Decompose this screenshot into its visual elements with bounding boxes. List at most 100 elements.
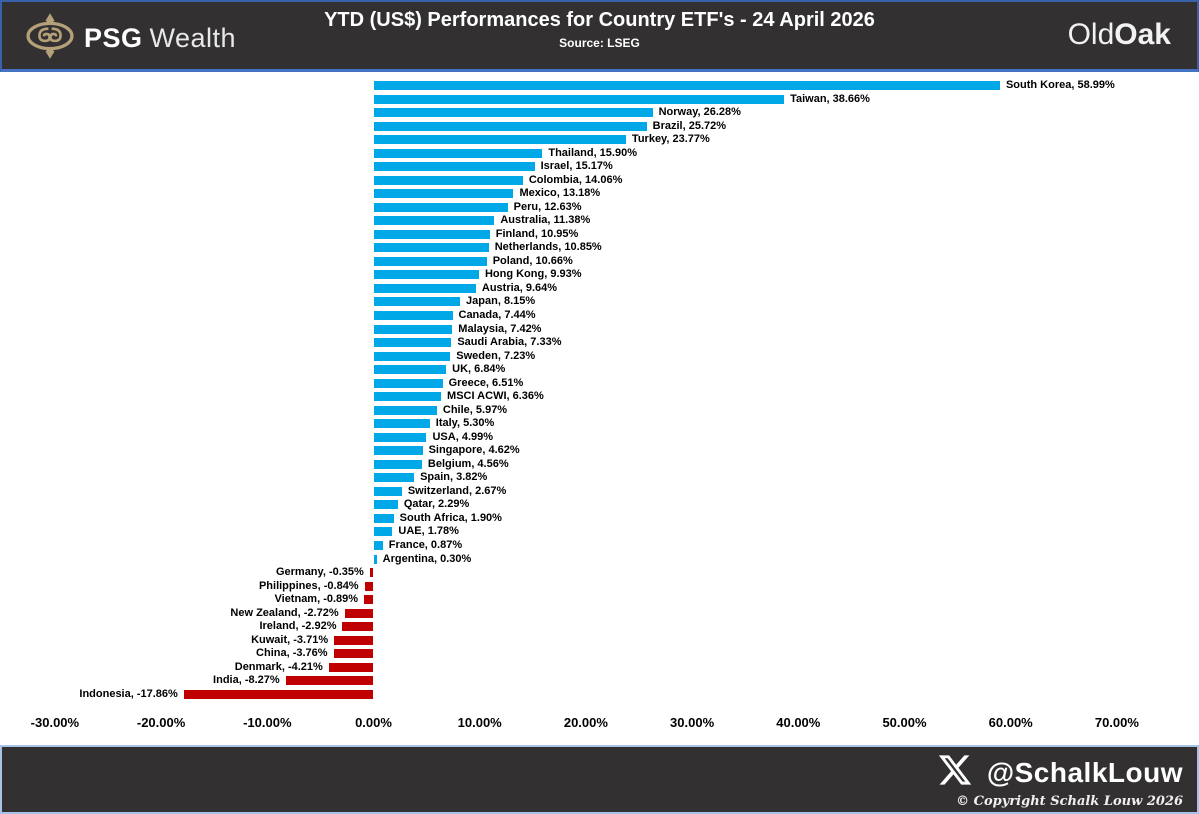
twitter-handle-row: @SchalkLouw — [937, 752, 1183, 793]
bar-label-italy: Italy, 5.30% — [435, 417, 495, 430]
bar-label-finland: Finland, 10.95% — [495, 227, 579, 240]
bar-norway — [373, 108, 653, 118]
bar-label-china: China, -3.76% — [256, 647, 328, 660]
bar-netherlands — [373, 243, 489, 253]
bar-label-qatar: Qatar, 2.29% — [403, 498, 470, 511]
bar-finland — [373, 229, 490, 239]
bar-sweden — [373, 351, 451, 361]
footer-attribution: @SchalkLouw © Copyright Schalk Louw 2026 — [937, 752, 1183, 809]
bar-label-peru: Peru, 12.63% — [513, 200, 582, 213]
bar-south-africa — [373, 513, 394, 523]
bar-label-japan: Japan, 8.15% — [466, 295, 536, 308]
brand-name: PSG Wealth — [84, 23, 236, 54]
bar-label-ireland: Ireland, -2.92% — [259, 620, 337, 633]
oldoak-brand: OldOak — [1068, 18, 1171, 52]
bar-label-south-africa: South Africa, 1.90% — [399, 511, 502, 524]
bar-msci-acwi — [373, 392, 442, 402]
bar-label-australia: Australia, 11.38% — [500, 214, 591, 227]
bar-colombia — [373, 175, 523, 185]
bar-south-korea — [373, 81, 1000, 90]
x-axis-tick: 10.00% — [457, 715, 502, 730]
bar-canada — [373, 311, 453, 320]
bar-ireland — [342, 622, 374, 632]
x-axis-tick: 60.00% — [988, 715, 1033, 730]
bar-label-malaysia: Malaysia, 7.42% — [458, 322, 542, 335]
bar-indonesia — [183, 689, 374, 699]
bar-label-india: India, -8.27% — [213, 674, 280, 687]
bar-label-msci-acwi: MSCI ACWI, 6.36% — [447, 390, 544, 403]
bar-label-belgium: Belgium, 4.56% — [427, 457, 509, 470]
x-logo-icon — [937, 752, 973, 793]
bar-chile — [373, 405, 437, 415]
psg-wealth-brand: PSG Wealth — [24, 12, 236, 65]
x-axis-tick: 40.00% — [776, 715, 821, 730]
bar-israel — [373, 162, 535, 172]
bar-label-argentina: Argentina, 0.30% — [382, 552, 472, 565]
bar-kuwait — [334, 635, 374, 645]
x-axis-tick: 20.00% — [563, 715, 608, 730]
bar-label-france: France, 0.87% — [388, 539, 463, 552]
bar-label-spain: Spain, 3.82% — [420, 471, 488, 484]
bar-label-brazil: Brazil, 25.72% — [652, 119, 727, 132]
x-axis-tick: -10.00% — [243, 715, 292, 730]
bar-usa — [373, 432, 427, 442]
bar-label-thailand: Thailand, 15.90% — [548, 146, 637, 159]
bar-label-greece: Greece, 6.51% — [448, 376, 524, 389]
brand-name-light: Wealth — [149, 23, 237, 53]
bar-label-taiwan: Taiwan, 38.66% — [790, 92, 870, 105]
bar-switzerland — [373, 486, 402, 496]
bar-thailand — [373, 148, 543, 158]
bar-uae — [373, 527, 393, 537]
bar-label-germany: Germany, -0.35% — [275, 566, 364, 579]
bar-denmark — [328, 662, 374, 672]
bar-label-chile: Chile, 5.97% — [442, 403, 508, 416]
bar-china — [333, 649, 374, 659]
bar-label-kuwait: Kuwait, -3.71% — [251, 633, 329, 646]
twitter-handle: @SchalkLouw — [986, 756, 1183, 788]
bar-india — [285, 676, 374, 686]
x-axis-tick: 30.00% — [670, 715, 715, 730]
bar-label-uk: UK, 6.84% — [452, 363, 506, 376]
oldoak-part2: Oak — [1114, 18, 1171, 51]
bar-new-zealand — [344, 608, 374, 618]
bar-label-vietnam: Vietnam, -0.89% — [274, 593, 359, 606]
bar-australia — [373, 216, 495, 226]
bar-turkey — [373, 135, 626, 145]
bar-label-denmark: Denmark, -4.21% — [234, 660, 323, 673]
chart-area: South Korea, 58.99% Taiwan, 38.66% Norway,… — [0, 72, 1199, 745]
bar-label-norway: Norway, 26.28% — [658, 106, 741, 119]
bar-mexico — [373, 189, 514, 199]
bar-peru — [373, 202, 508, 212]
bar-label-turkey: Turkey, 23.77% — [631, 133, 710, 146]
psg-logo-icon — [24, 12, 76, 65]
bar-label-indonesia: Indonesia, -17.86% — [79, 687, 178, 700]
bar-uk — [373, 365, 447, 375]
footer-bar: @SchalkLouw © Copyright Schalk Louw 2026 — [0, 745, 1199, 814]
bar-qatar — [373, 500, 398, 510]
x-axis-tick: -20.00% — [136, 715, 186, 730]
bar-label-switzerland: Switzerland, 2.67% — [407, 484, 507, 497]
header-bar: PSG Wealth YTD (US$) Performances for Cou… — [0, 0, 1199, 72]
bar-argentina — [373, 554, 377, 564]
bar-austria — [373, 283, 476, 293]
bar-taiwan — [373, 94, 785, 104]
oldoak-part1: Old — [1067, 18, 1115, 51]
bar-italy — [373, 419, 430, 429]
bar-label-saudi-arabia: Saudi Arabia, 7.33% — [457, 336, 562, 349]
bar-germany — [369, 568, 374, 578]
bar-france — [373, 541, 383, 551]
bar-brazil — [373, 121, 647, 131]
bar-vietnam — [364, 595, 374, 605]
bar-label-new-zealand: New Zealand, -2.72% — [230, 606, 339, 619]
bar-label-colombia: Colombia, 14.06% — [528, 173, 623, 186]
bar-label-austria: Austria, 9.64% — [481, 281, 558, 294]
bar-malaysia — [373, 324, 453, 334]
bar-label-canada: Canada, 7.44% — [458, 309, 536, 321]
copyright-text: © Copyright Schalk Louw 2026 — [956, 794, 1183, 809]
bar-label-sweden: Sweden, 7.23% — [456, 349, 536, 362]
bar-label-usa: USA, 4.99% — [432, 430, 494, 443]
bar-greece — [373, 378, 443, 388]
bar-label-mexico: Mexico, 13.18% — [519, 187, 601, 200]
bar-label-south-korea: South Korea, 58.99% — [1005, 79, 1115, 91]
bar-label-netherlands: Netherlands, 10.85% — [494, 241, 602, 254]
